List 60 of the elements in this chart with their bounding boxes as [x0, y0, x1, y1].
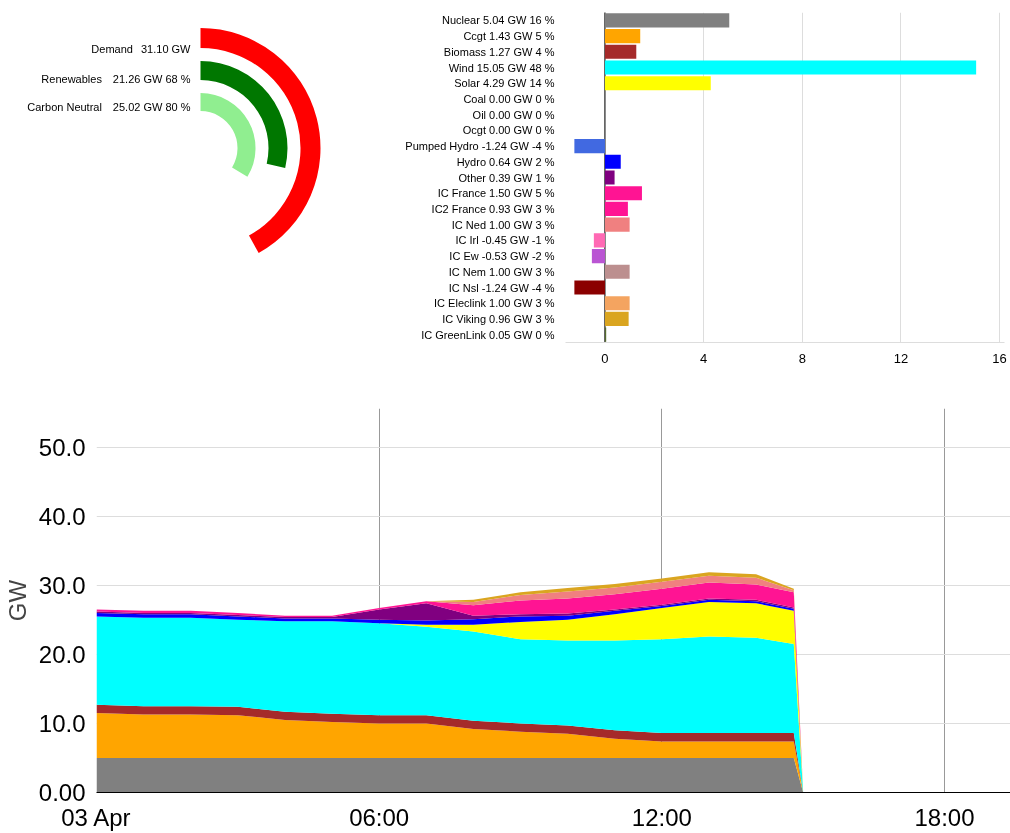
- y-tick-label: IC GreenLink 0.05 GW 0 %: [421, 328, 555, 341]
- data-label: 31.10 GW: [140, 42, 192, 55]
- y-tick-label: 0.00: [38, 779, 86, 806]
- y-tick-label: Pumped Hydro -1.24 GW -4 %: [405, 140, 555, 153]
- x-tick-label: 4: [700, 350, 708, 366]
- y-tick-label: Hydro 0.64 GW 2 %: [456, 155, 555, 168]
- x-tick-label: 06:00: [349, 803, 410, 831]
- x-tick-label: 18:00: [914, 803, 975, 831]
- y-tick-label: Ocgt 0.00 GW 0 %: [462, 124, 555, 137]
- bar: [591, 249, 605, 264]
- bar: [604, 186, 642, 201]
- x-tick-label: 03 Apr: [61, 803, 131, 831]
- bar: [604, 76, 711, 91]
- y-tick-label: 40.0: [38, 502, 86, 530]
- bar: [574, 139, 605, 154]
- y-tick-label: Ccgt 1.43 GW 5 %: [463, 30, 555, 43]
- x-tick-label: 0: [601, 350, 609, 366]
- y-tick-label: IC Ew -0.53 GW -2 %: [449, 250, 555, 263]
- y-tick-label: IC Eleclink 1.00 GW 3 %: [434, 297, 555, 310]
- category-label: Carbon Neutral: [27, 101, 102, 114]
- y-tick-label: Wind 15.05 GW 48 %: [448, 61, 555, 74]
- bar: [593, 233, 605, 248]
- bar: [604, 44, 637, 59]
- y-tick-label: IC2 France 0.93 GW 3 %: [431, 202, 555, 215]
- y-axis-title: GW: [3, 579, 31, 622]
- bar: [604, 296, 630, 311]
- y-tick-label: 30.0: [38, 571, 86, 599]
- y-tick-label: IC Viking 0.96 GW 3 %: [442, 312, 555, 325]
- bar: [604, 217, 630, 232]
- y-tick-label: Solar 4.29 GW 14 %: [454, 77, 555, 90]
- y-tick-label: 50.0: [38, 433, 86, 461]
- y-tick-label: Nuclear 5.04 GW 16 %: [442, 14, 555, 27]
- bar: [604, 170, 615, 185]
- x-tick-label: 16: [992, 350, 1007, 366]
- y-tick-label: Coal 0.00 GW 0 %: [463, 92, 555, 105]
- bar: [604, 29, 641, 44]
- bar: [574, 280, 605, 295]
- x-tick-label: 8: [798, 350, 806, 366]
- y-tick-label: IC Ned 1.00 GW 3 %: [451, 218, 555, 231]
- x-tick-label: 12: [893, 350, 909, 366]
- category-label: Demand: [91, 42, 133, 55]
- y-tick-label: 20.0: [38, 640, 86, 668]
- y-tick-label: IC France 1.50 GW 5 %: [437, 187, 555, 200]
- y-tick-label: Other 0.39 GW 1 %: [458, 171, 555, 184]
- y-tick-label: IC Nem 1.00 GW 3 %: [448, 265, 555, 278]
- bar: [604, 60, 977, 75]
- y-tick-label: 10.0: [38, 709, 86, 737]
- y-tick-label: IC Irl -0.45 GW -1 %: [455, 234, 555, 247]
- y-tick-label: Oil 0.00 GW 0 %: [472, 108, 555, 121]
- bar: [604, 154, 621, 169]
- data-label: 21.26 GW 68 %: [112, 72, 191, 85]
- y-tick-label: Biomass 1.27 GW 4 %: [443, 45, 555, 58]
- data-label: 25.02 GW 80 %: [112, 101, 191, 114]
- category-label: Renewables: [41, 72, 103, 85]
- bar: [604, 201, 628, 216]
- y-tick-label: IC Nsl -1.24 GW -4 %: [448, 281, 555, 294]
- bar: [604, 311, 629, 326]
- bar: [604, 264, 630, 279]
- x-tick-label: 12:00: [631, 803, 692, 831]
- bar: [604, 13, 730, 28]
